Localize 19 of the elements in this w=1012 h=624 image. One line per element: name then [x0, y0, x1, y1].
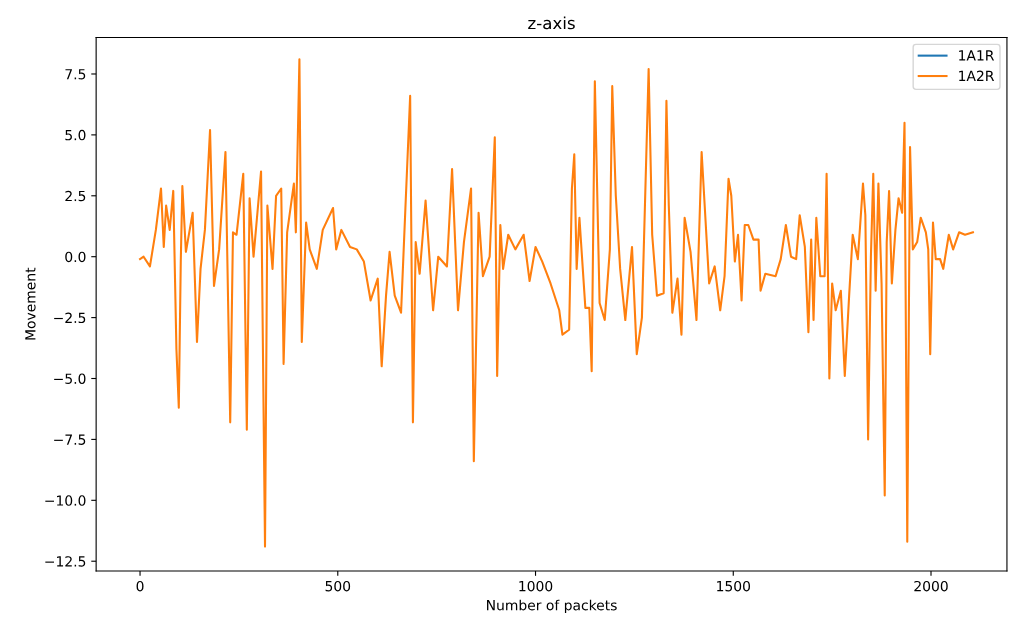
y-tick-label: −12.5	[45, 556, 86, 567]
x-tick-label: 1000	[519, 580, 553, 592]
x-tick-label: 2000	[914, 580, 948, 592]
x-tick-label: 0	[136, 580, 144, 592]
legend-label: 1A2R	[959, 70, 995, 81]
y-tick-label: 5.0	[65, 129, 86, 141]
y-tick-label: 0.0	[65, 251, 86, 263]
y-tick-label: 7.5	[65, 69, 86, 80]
chart-title: z-axis	[528, 16, 575, 30]
y-axis-title: Movement	[25, 267, 36, 340]
x-tick-label: 500	[325, 580, 351, 592]
legend-label: 1A1R	[959, 50, 995, 61]
y-tick-label: −5.0	[54, 373, 86, 384]
y-tick-label: −2.5	[54, 312, 86, 324]
y-tick-label: 2.5	[65, 190, 86, 202]
x-tick-label: 1500	[717, 580, 751, 592]
x-axis-title: Number of packets	[487, 599, 617, 614]
y-tick-label: −10.0	[45, 495, 86, 506]
y-tick-label: −7.5	[54, 434, 86, 445]
